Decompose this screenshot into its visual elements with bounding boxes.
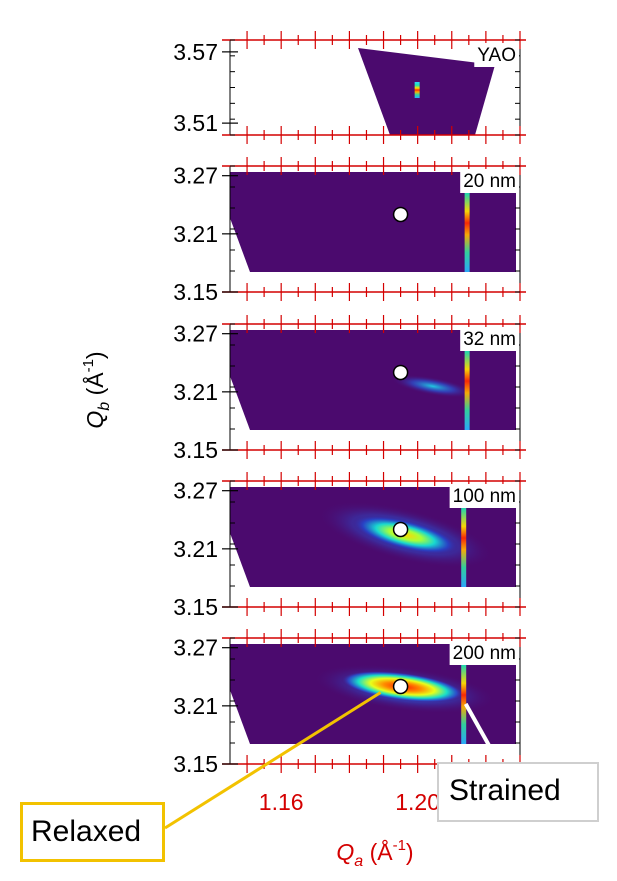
y-tick-label: 3.27	[173, 635, 218, 661]
panel-3	[222, 315, 526, 459]
strained-peak-streak	[461, 489, 467, 587]
y-tick-label: 3.51	[173, 110, 218, 136]
y-tick-label: 3.15	[173, 437, 218, 463]
y-tick-label: 3.15	[173, 594, 218, 620]
panel-label: 200 nm	[453, 643, 516, 664]
panel-label-bg	[460, 169, 519, 193]
y-tick-label: 3.27	[173, 321, 218, 347]
strained-peak-streak	[461, 646, 467, 744]
x-tick-label: 1.16	[259, 789, 304, 815]
y-tick-label: 3.27	[173, 163, 218, 189]
relaxed-callout-line	[164, 691, 382, 830]
panel-label-bg	[460, 327, 519, 351]
y-tick-label: 3.15	[173, 751, 218, 777]
strained-peak-streak	[464, 174, 470, 272]
y-tick-label: 3.21	[173, 379, 218, 405]
x-axis-label: Qa (Å-1)	[336, 837, 413, 870]
panel-2	[222, 157, 526, 301]
relaxed-position-marker	[392, 364, 409, 381]
relaxed-position-marker	[392, 521, 409, 538]
panel-label: 32 nm	[463, 329, 516, 350]
panel-label: 100 nm	[453, 486, 516, 507]
relaxed-position-marker	[392, 678, 409, 695]
panel-label-bg	[474, 43, 519, 67]
y-tick-label: 3.21	[173, 536, 218, 562]
panel-1	[222, 31, 526, 144]
strained-callout-line	[463, 702, 502, 766]
relaxed-position-marker	[392, 206, 409, 223]
y-tick-label: 3.21	[173, 221, 218, 247]
y-tick-label: 3.15	[173, 279, 218, 305]
relaxed-callout-box: Relaxed	[20, 802, 165, 862]
strained-callout-text: Strained	[449, 774, 561, 807]
panel-4	[222, 472, 526, 616]
panel-label-bg	[449, 484, 519, 508]
relaxed-callout-text: Relaxed	[31, 815, 142, 848]
panel-3-data-region	[230, 330, 516, 430]
panel-label: 20 nm	[463, 171, 516, 192]
film-peak	[391, 374, 475, 398]
panel-label-bg	[449, 641, 519, 665]
y-tick-label: 3.57	[173, 39, 218, 65]
panel-1-data-region	[358, 48, 495, 135]
substrate-peak	[414, 82, 420, 98]
x-tick-label: 1.20	[395, 789, 440, 815]
strained-peak-streak	[464, 332, 470, 430]
panel-2-data-region	[230, 172, 516, 272]
y-tick-label: 3.27	[173, 478, 218, 504]
strained-callout-box: Strained	[437, 762, 599, 822]
y-axis-label: Qb (Å-1)	[80, 351, 113, 428]
y-tick-label: 3.21	[173, 693, 218, 719]
panel-label: YAO	[477, 45, 516, 66]
